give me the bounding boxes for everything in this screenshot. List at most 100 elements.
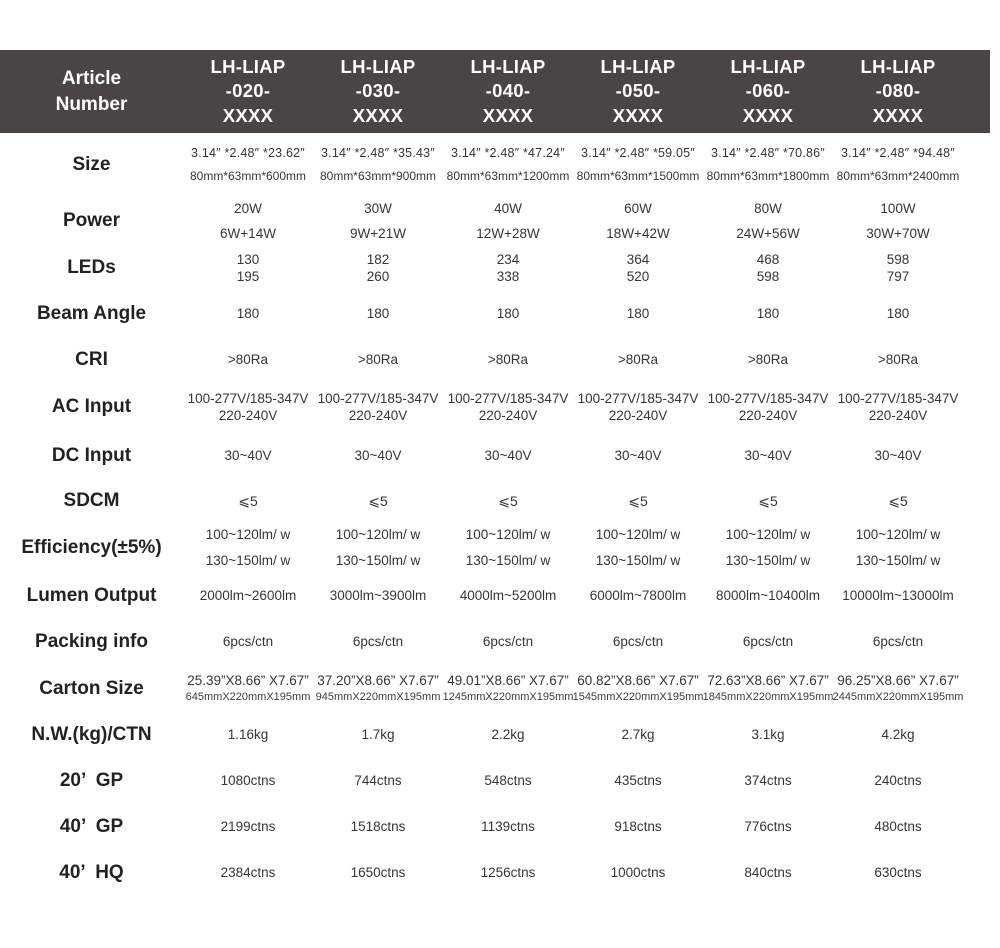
cell-line: 130~150lm/ w	[465, 553, 551, 568]
cell-beam-angle-050: 180	[573, 306, 703, 322]
cell-line: 9W+21W	[350, 225, 406, 241]
cell-line: 100-277V/185-347V	[447, 390, 569, 406]
cell-nw-ctn-080: 4.2kg	[833, 727, 963, 743]
cell-line: 100~120lm/ w	[205, 527, 291, 543]
cell-efficiency-080: 100~120lm/ w 130~150lm/ w	[833, 527, 963, 568]
cell-lumen-output-060: 8000lm~10400lm	[703, 588, 833, 604]
cell-line: 548ctns	[484, 773, 532, 789]
cell-ac-input-040: 100-277V/185-347V 220-240V	[443, 391, 573, 423]
cell-gp-20-020: 1080ctns	[183, 773, 313, 789]
cell-dc-input-030: 30~40V	[313, 448, 443, 464]
row-label-beam-angle: Beam Angle	[36, 303, 147, 325]
cell-line: 100-277V/185-347V	[187, 390, 309, 406]
cell-line: 6pcs/ctn	[482, 634, 534, 650]
cell-line: 3.14″ *2.48″ *35.43″	[321, 145, 435, 160]
cell-gp-20-060: 374ctns	[703, 773, 833, 789]
cell-line: 80mm*63mm*2400mm	[836, 169, 960, 184]
cell-leds-040: 234 338	[443, 252, 573, 284]
table-row-carton-size: Carton Size 25.39”X8.66” X7.67” 645mmX220m…	[0, 665, 1000, 712]
cell-line: 80mm*63mm*600mm	[189, 169, 307, 184]
row-label-nw-ctn: N.W.(kg)/CTN	[31, 724, 152, 746]
row-label-sdcm: SDCM	[63, 490, 120, 512]
cell-hq-40-030: 1650ctns	[313, 865, 443, 881]
cell-efficiency-020: 100~120lm/ w 130~150lm/ w	[183, 527, 313, 568]
cell-lumen-output-050: 6000lm~7800lm	[573, 588, 703, 604]
cell-line: 60W	[624, 200, 652, 216]
cell-line: >80Ra	[747, 351, 789, 367]
cell-line: 30W	[364, 200, 392, 216]
cell-ac-input-020: 100-277V/185-347V 220-240V	[183, 391, 313, 423]
cell-efficiency-030: 100~120lm/ w 130~150lm/ w	[313, 527, 443, 568]
cell-line: 80W	[754, 200, 782, 216]
cell-efficiency-050: 100~120lm/ w 130~150lm/ w	[573, 527, 703, 568]
cell-line: 72.63”X8.66” X7.67”	[707, 672, 829, 688]
cell-carton-size-080: 96.25”X8.66” X7.67” 2445mmX220mmX195mm	[833, 672, 964, 704]
table-row-nw-ctn: N.W.(kg)/CTN 1.16kg 1.7kg 2.2kg 2.7kg 3.1kg 4.…	[0, 712, 1000, 758]
cell-line: 100-277V/185-347V	[317, 390, 439, 406]
cell-line: 180	[496, 306, 520, 322]
table-row-cri: CRI >80Ra >80Ra >80Ra >80Ra >80Ra >80Ra	[0, 337, 1000, 382]
cell-line: 30~40V	[614, 447, 662, 463]
cell-sdcm-050: ⩽5	[573, 493, 703, 509]
cell-line: 797	[886, 268, 910, 284]
cell-gp-40-050: 918ctns	[573, 819, 703, 835]
cell-line: 4000lm~5200lm	[459, 588, 557, 604]
row-label-lumen-output: Lumen Output	[26, 585, 157, 607]
cell-line: 96.25”X8.66” X7.67”	[837, 672, 959, 688]
cell-gp-20-040: 548ctns	[443, 773, 573, 789]
cell-dc-input-050: 30~40V	[573, 448, 703, 464]
cell-gp-40-040: 1139ctns	[443, 819, 573, 835]
cell-ac-input-050: 100-277V/185-347V 220-240V	[573, 391, 703, 423]
cell-line: 6pcs/ctn	[352, 634, 404, 650]
cell-gp-40-060: 776ctns	[703, 819, 833, 835]
cell-cri-060: >80Ra	[703, 352, 833, 368]
cell-line: 2384ctns	[220, 865, 276, 881]
cell-power-030: 30W 9W+21W	[313, 201, 443, 241]
cell-beam-angle-030: 180	[313, 306, 443, 322]
cell-packing-info-020: 6pcs/ctn	[183, 634, 313, 650]
cell-line: 630ctns	[874, 865, 922, 881]
cell-cri-080: >80Ra	[833, 352, 963, 368]
cell-line: 100-277V/185-347V	[707, 390, 829, 406]
cell-cri-040: >80Ra	[443, 352, 573, 368]
cell-packing-info-030: 6pcs/ctn	[313, 634, 443, 650]
cell-hq-40-040: 1256ctns	[443, 865, 573, 881]
cell-line: 3.14″ *2.48″ *59.05″	[581, 145, 695, 160]
cell-carton-size-040: 49.01”X8.66” X7.67” 1245mmX220mmX195mm	[443, 672, 574, 704]
cell-packing-info-060: 6pcs/ctn	[703, 634, 833, 650]
cell-line: 918ctns	[614, 819, 662, 835]
cell-hq-40-050: 1000ctns	[573, 865, 703, 881]
cell-line: 6pcs/ctn	[222, 634, 274, 650]
cell-sdcm-040: ⩽5	[443, 493, 573, 509]
cell-line: 195	[236, 268, 260, 284]
cell-line: 180	[366, 306, 390, 322]
cell-line: 49.01”X8.66” X7.67”	[447, 672, 569, 688]
cell-line: 12W+28W	[476, 225, 540, 241]
cell-line: 3.14″ *2.48″ *94.48″	[841, 145, 955, 160]
cell-gp-20-080: 240ctns	[833, 773, 963, 789]
cell-line: 130	[236, 251, 260, 267]
cell-line: 3.1kg	[751, 727, 785, 743]
cell-line: 18W+42W	[606, 225, 670, 241]
cell-line: 1518ctns	[350, 819, 406, 835]
cell-power-060: 80W 24W+56W	[703, 201, 833, 241]
cell-line: 130~150lm/ w	[855, 553, 941, 568]
cell-line: 260	[366, 268, 390, 284]
cell-line: >80Ra	[357, 351, 399, 367]
cell-line: 6pcs/ctn	[612, 634, 664, 650]
cell-nw-ctn-050: 2.7kg	[573, 727, 703, 743]
cell-sdcm-020: ⩽5	[183, 493, 313, 509]
cell-gp-20-050: 435ctns	[573, 773, 703, 789]
cell-line: 180	[756, 306, 780, 322]
cell-size-030: 3.14″ *2.48″ *35.43″ 80mm*63mm*900mm	[313, 146, 443, 184]
column-header-lh-liap-050: LH-LIAP -050- XXXX	[600, 55, 676, 126]
cell-line: 2199ctns	[220, 819, 276, 835]
cell-nw-ctn-020: 1.16kg	[183, 727, 313, 743]
table-row-size: Size 3.14″ *2.48″ *23.62″ 80mm*63mm*600mm 3…	[0, 133, 1000, 197]
table-row-hq-40: 40’ HQ 2384ctns 1650ctns 1256ctns 1000ctns 84…	[0, 850, 1000, 896]
row-label-leds: LEDs	[67, 257, 116, 279]
cell-line: 220-240V	[478, 407, 538, 423]
cell-leds-020: 130 195	[183, 252, 313, 284]
cell-line: 10000lm~13000lm	[842, 588, 954, 604]
cell-line: 2.7kg	[621, 727, 655, 743]
